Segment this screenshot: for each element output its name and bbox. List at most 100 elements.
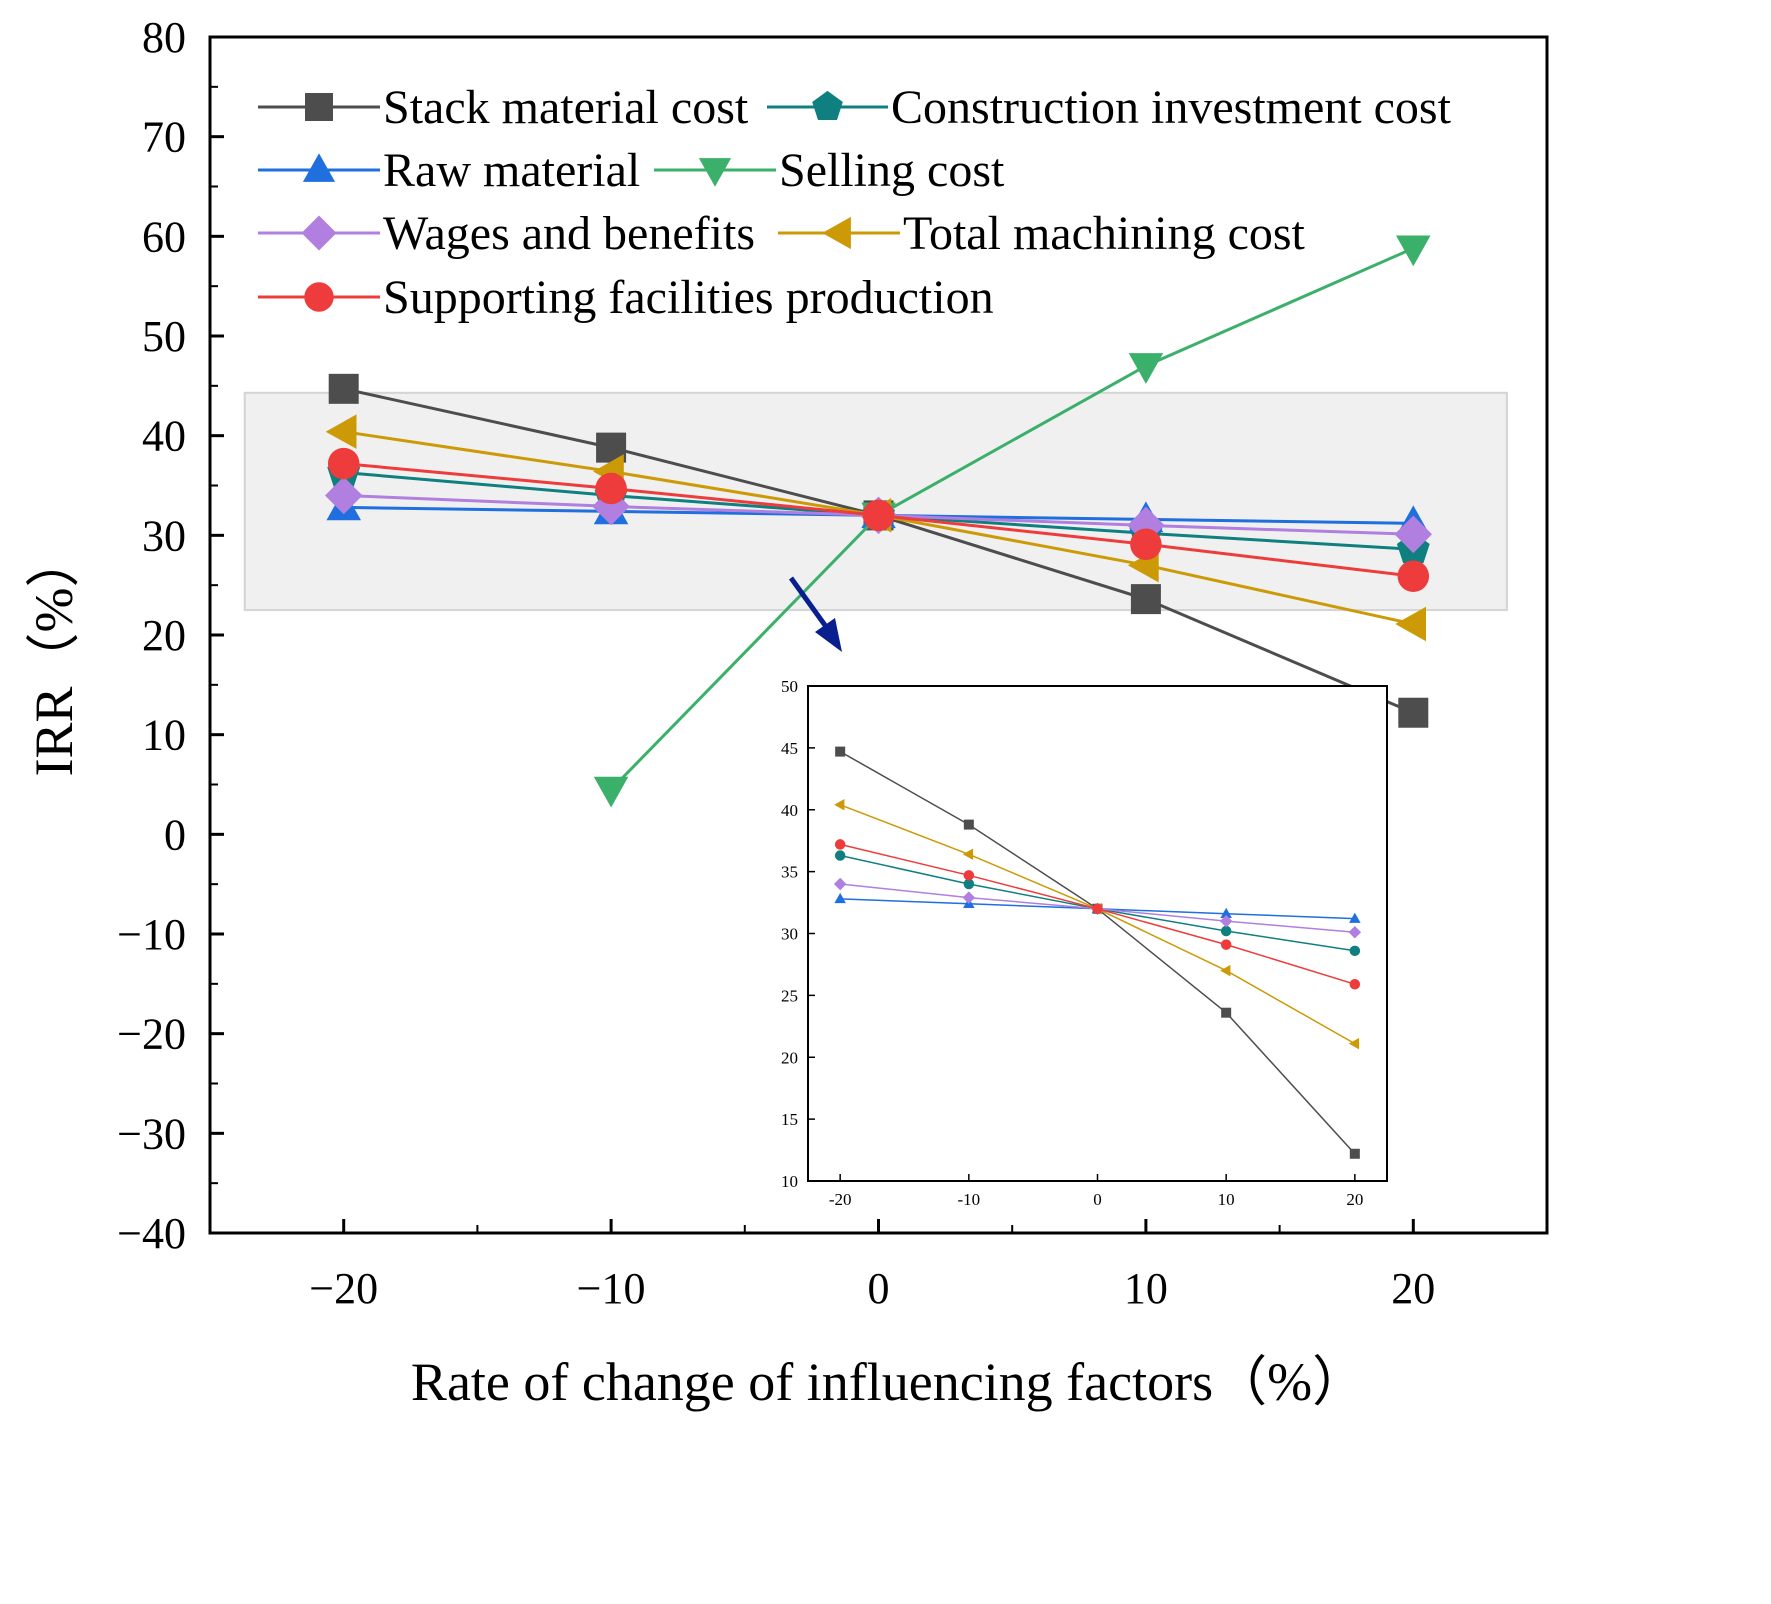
arrow-shaft xyxy=(788,576,830,630)
inset-y-tick-label: 35 xyxy=(781,863,798,882)
x-tick-label: 20 xyxy=(1391,1264,1435,1313)
data-point xyxy=(1397,560,1430,592)
y-axis-title: IRR（%） xyxy=(24,534,84,777)
data-point xyxy=(1394,515,1432,554)
legend-item-wages-and-benefits: Wages and benefits xyxy=(258,207,755,260)
legend-label: Selling cost xyxy=(779,144,1005,197)
inset-data-point xyxy=(834,892,846,904)
inset-data-point xyxy=(1092,903,1103,914)
y-tick-label: −20 xyxy=(117,1010,186,1059)
data-point xyxy=(595,472,627,505)
inset-data-point xyxy=(1349,912,1361,923)
y-tick-label: 30 xyxy=(142,511,186,560)
y-tick-label: 70 xyxy=(142,113,186,162)
arrow-head xyxy=(815,618,842,652)
legend-marker xyxy=(812,90,843,120)
legend-label: Supporting facilities production xyxy=(383,271,994,324)
data-point xyxy=(1395,606,1426,642)
zoom-arrow xyxy=(788,576,842,652)
inset-y-tick-label: 10 xyxy=(781,1172,798,1191)
series-supporting-facilities-production xyxy=(327,447,1430,592)
inset-x-tick-label: -10 xyxy=(957,1190,980,1209)
legend-label: Stack material cost xyxy=(383,81,749,134)
data-point xyxy=(325,414,357,449)
inset-x-tick-label: 10 xyxy=(1218,1190,1235,1209)
inset-data-point xyxy=(834,799,845,811)
inset-y-tick-label: 40 xyxy=(781,801,798,820)
legend-label: Wages and benefits xyxy=(383,207,755,260)
inset-x-tick-label: 0 xyxy=(1093,1190,1102,1209)
inset-data-point xyxy=(963,819,974,830)
y-tick-label: −30 xyxy=(117,1109,186,1158)
legend-marker xyxy=(301,215,337,251)
inset-series-supporting-facilities-production xyxy=(834,839,1361,990)
inset-y-tick-label: 45 xyxy=(781,739,798,758)
inset-data-point xyxy=(1349,978,1361,990)
inset-y-tick-label: 50 xyxy=(781,677,798,696)
legend-marker xyxy=(698,158,732,187)
inset-data-point xyxy=(963,870,975,881)
inset-data-point xyxy=(1349,1148,1360,1159)
main-plot: 80 70 60 50 40 30 20 10 0 −10 −20 −30 −40 −20 −10 0 10 20… xyxy=(24,13,1549,1412)
y-tick-label: 20 xyxy=(142,611,186,660)
data-point xyxy=(1130,584,1161,615)
y-tick-label: 40 xyxy=(142,412,186,461)
data-point xyxy=(1128,353,1164,384)
legend-item-supporting-facilities-production: Supporting facilities production xyxy=(258,271,994,324)
legend-marker xyxy=(822,216,851,250)
y-tick-label: 0 xyxy=(164,810,186,859)
x-tick-label: 10 xyxy=(1124,1264,1168,1313)
inset-data-point xyxy=(1348,926,1362,939)
inset-x-tick-label: 20 xyxy=(1346,1190,1363,1209)
data-point xyxy=(1396,235,1431,267)
legend-marker xyxy=(304,282,334,312)
legend-marker xyxy=(305,93,333,121)
inset-data-point xyxy=(1220,939,1232,950)
inset-data-point xyxy=(1220,925,1232,937)
y-tick-label: −40 xyxy=(117,1209,186,1258)
inset-y-tick-label: 25 xyxy=(781,986,798,1005)
y-tick-label: 80 xyxy=(142,13,186,62)
y-tick-label: −10 xyxy=(117,910,186,959)
inset-data-point xyxy=(1348,1037,1360,1050)
legend-item-stack-material-cost: Stack material cost xyxy=(258,81,749,134)
inset-data-point xyxy=(1349,945,1361,957)
data-point xyxy=(1130,528,1162,561)
y-tick-label: 50 xyxy=(142,312,186,361)
inset-data-point xyxy=(962,891,976,904)
x-tick-label: 0 xyxy=(868,1264,890,1313)
inset-data-point xyxy=(834,850,846,861)
y-tick-label: 10 xyxy=(142,711,186,760)
y-tick-label: 60 xyxy=(142,212,186,261)
inset-data-point xyxy=(963,878,975,890)
series-line xyxy=(610,246,1414,791)
inset-data-point xyxy=(1220,964,1231,977)
legend: Stack material cost Construction investme… xyxy=(258,81,1452,324)
inset-y-tick-label: 30 xyxy=(781,925,798,944)
inset-frame xyxy=(807,685,1388,1182)
inset-plot: 50 45 40 35 30 25 20 15 10 -20 -10 0 10 20 xyxy=(781,677,1388,1209)
x-tick-label: −10 xyxy=(577,1264,646,1313)
data-point xyxy=(593,776,629,808)
legend-label: Raw material xyxy=(383,144,640,197)
legend-item-construction-investment-cost: Construction investment cost xyxy=(767,81,1452,134)
x-axis-title: Rate of change of influencing factors（%） xyxy=(411,1352,1366,1412)
inset-data-point xyxy=(833,877,847,891)
legend-marker xyxy=(302,153,336,182)
inset-y-tick-label: 15 xyxy=(781,1110,798,1129)
inset-data-point xyxy=(834,839,846,850)
inset-x-tick-label: -20 xyxy=(829,1190,852,1209)
inset-data-point xyxy=(1219,914,1233,928)
data-point xyxy=(1398,697,1429,728)
inset-data-point xyxy=(835,746,846,757)
data-point xyxy=(862,499,895,532)
inset-y-tick-label: 20 xyxy=(781,1048,798,1067)
data-point xyxy=(325,476,363,515)
legend-label: Construction investment cost xyxy=(891,81,1452,134)
inset-data-point xyxy=(1221,1007,1232,1018)
inset-data-point xyxy=(1220,907,1232,918)
legend-item-selling-cost: Selling cost xyxy=(654,144,1005,197)
data-point xyxy=(328,373,359,404)
x-tick-label: −20 xyxy=(309,1264,378,1313)
